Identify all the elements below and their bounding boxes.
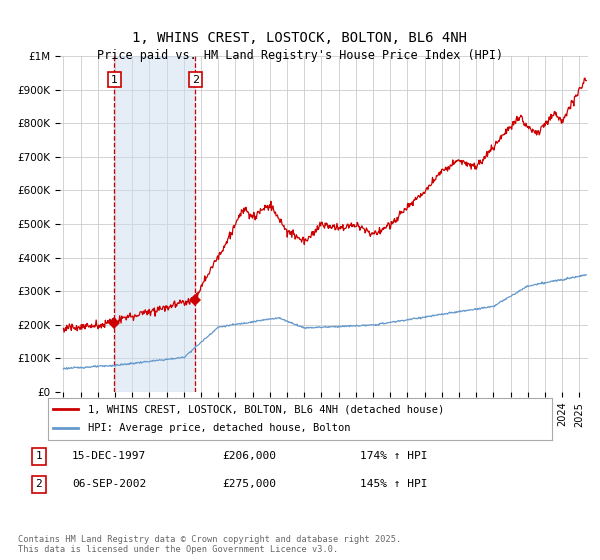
Text: 1, WHINS CREST, LOSTOCK, BOLTON, BL6 4NH: 1, WHINS CREST, LOSTOCK, BOLTON, BL6 4NH — [133, 31, 467, 45]
Text: £275,000: £275,000 — [222, 479, 276, 489]
Text: £206,000: £206,000 — [222, 451, 276, 461]
Text: 2: 2 — [192, 74, 199, 85]
Text: 1, WHINS CREST, LOSTOCK, BOLTON, BL6 4NH (detached house): 1, WHINS CREST, LOSTOCK, BOLTON, BL6 4NH… — [88, 404, 445, 414]
Text: 2: 2 — [35, 479, 43, 489]
Bar — [115, 56, 196, 392]
Text: Price paid vs. HM Land Registry's House Price Index (HPI): Price paid vs. HM Land Registry's House … — [97, 49, 503, 62]
Text: 1: 1 — [111, 74, 118, 85]
Text: 15-DEC-1997: 15-DEC-1997 — [72, 451, 146, 461]
Text: 174% ↑ HPI: 174% ↑ HPI — [360, 451, 427, 461]
Text: 145% ↑ HPI: 145% ↑ HPI — [360, 479, 427, 489]
Text: 1: 1 — [35, 451, 43, 461]
Text: Contains HM Land Registry data © Crown copyright and database right 2025.
This d: Contains HM Land Registry data © Crown c… — [18, 535, 401, 554]
Text: HPI: Average price, detached house, Bolton: HPI: Average price, detached house, Bolt… — [88, 423, 351, 433]
Text: 06-SEP-2002: 06-SEP-2002 — [72, 479, 146, 489]
